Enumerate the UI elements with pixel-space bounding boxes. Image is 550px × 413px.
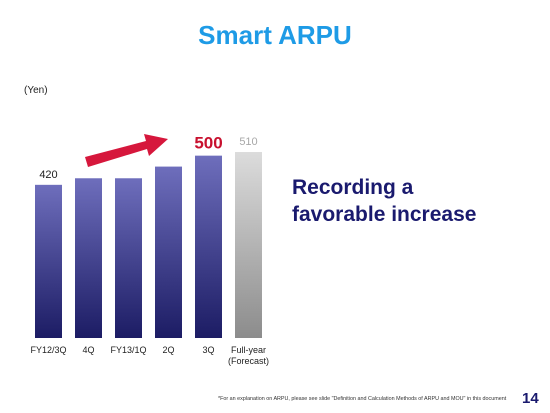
x-tick-label-1: 4Q xyxy=(82,345,94,355)
data-label-5: 510 xyxy=(239,136,257,148)
x-tick-label-5-1: (Forecast) xyxy=(228,356,269,366)
bar-4q xyxy=(75,178,102,338)
x-tick-label-4: 3Q xyxy=(202,345,214,355)
bar-fy13-1q xyxy=(115,178,142,338)
x-tick-label-3: 2Q xyxy=(162,345,174,355)
increase-arrow-icon xyxy=(85,134,168,167)
bar-2q xyxy=(155,166,182,338)
bar-3q xyxy=(195,155,222,338)
bar-fy12-3q xyxy=(35,184,62,338)
slide-title: Smart ARPU xyxy=(198,20,352,50)
headline: Recording a favorable increase xyxy=(292,174,476,228)
x-tick-label-2: FY13/1Q xyxy=(110,345,146,355)
headline-line-1: Recording a xyxy=(292,176,414,199)
headline-line-2: favorable increase xyxy=(292,203,477,226)
data-label-4: 500 xyxy=(194,134,222,153)
x-tick-label-0: FY12/3Q xyxy=(30,345,66,355)
y-unit-label: (Yen) xyxy=(24,85,48,96)
data-label-0: 420 xyxy=(39,169,57,181)
x-tick-label-5-0: Full-year xyxy=(231,345,266,355)
footnote: *For an explanation on ARPU, please see … xyxy=(218,396,507,402)
bar-full-year-forecast- xyxy=(235,152,262,338)
page-number: 14 xyxy=(522,390,539,407)
